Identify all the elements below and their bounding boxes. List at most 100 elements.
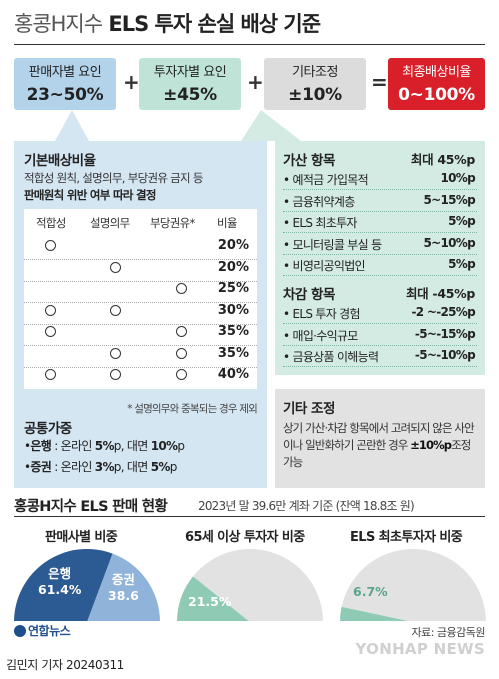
item-label: • ELS 투자 경험 <box>283 307 361 321</box>
basic-heading: 기본배상비율 <box>24 153 96 169</box>
table-row: 20% <box>24 260 257 282</box>
item-label: • 금융취약계층 <box>283 194 355 209</box>
misc-text-part: 상기 가산·차감 항목에서 고려되지 않은 사안이나 일반화하기 곤란한 경우 <box>283 421 475 452</box>
footnote: * 설명의무와 중복되는 경우 제외 <box>127 403 258 415</box>
rate-value: 35% <box>217 324 249 339</box>
title-divider <box>14 44 485 45</box>
circle-mark-icon <box>176 369 187 380</box>
list-item: • ELS 최초투자 5%p <box>283 212 477 233</box>
row-divider <box>24 345 257 346</box>
yonhap-logo: 연합뉴스 <box>14 622 71 639</box>
sub-max: 최대 -45%p <box>405 286 475 301</box>
factor-seller-label: 판매자별 요인 <box>28 65 102 80</box>
circle-mark-icon <box>110 304 121 316</box>
basic-rate-table: 적합성 설명의무 부당권유* 비율 20% 20% 25% 30% 35% 35% 40% <box>24 209 257 389</box>
pie-slice <box>87 553 160 621</box>
callout-pointer <box>55 110 89 141</box>
factor-final: 최종배상비율 0~100% <box>388 58 485 110</box>
circle-mark-icon <box>110 347 121 359</box>
common-text: p, 대면 <box>113 460 151 474</box>
add-max: 최대 45%p <box>410 152 475 167</box>
list-item: • 모니터링콜 부실 등 5~10%p <box>283 234 477 255</box>
rate-value: 20% <box>217 259 249 275</box>
title-main: ELS 투자 손실 배상 기준 <box>102 12 321 36</box>
row-divider <box>24 366 257 368</box>
list-item: • 금융상품 이해능력 -5~-10%p <box>283 346 477 367</box>
rate-value: 25% <box>217 281 249 296</box>
table-row: 20% <box>24 238 257 260</box>
factor-seller-value: 23~50% <box>26 85 104 105</box>
title-prefix: 홍콩H지수 <box>14 12 103 36</box>
circle-mark-icon <box>176 347 187 359</box>
row-divider <box>283 323 477 324</box>
row-divider <box>283 232 477 233</box>
basic-sub2: 판매원칙 위반 여부 따라 결정 <box>24 188 156 202</box>
row-divider <box>283 189 477 190</box>
pie-title-seller: 판매사별 비중 <box>45 530 118 545</box>
table-row: 30% <box>24 303 257 325</box>
item-label: • 모니터링콜 부실 등 <box>283 237 382 252</box>
common-value: 5% <box>94 439 115 453</box>
misc-text-bold: ±10%p <box>410 438 452 452</box>
item-label: • 매입·수익규모 <box>283 328 358 343</box>
misc-text-part: 조정 가능 <box>283 438 471 469</box>
rate-value: 20% <box>217 238 249 253</box>
item-value: 5~10%p <box>423 235 475 250</box>
rate-value: 30% <box>217 302 249 318</box>
common-text: p <box>169 460 178 474</box>
item-value: 5%p <box>448 257 476 271</box>
callout-pointer <box>241 110 301 141</box>
pie-label-value: 38.6 <box>108 588 139 603</box>
investor-factor-panel: 가산 항목 최대 45%p • 예적금 가입목적 10%p • 금융취약계층 5~15… <box>275 141 485 375</box>
item-value: -5~-15%p <box>414 326 476 341</box>
common-heading: 공통가중 <box>24 421 72 437</box>
row-divider <box>24 323 257 325</box>
pie-title-age65: 65세 이상 투자자 비중 <box>185 530 305 545</box>
watermark: YONHAP NEWS <box>355 640 485 658</box>
pie-label-securities: 증권 38.6 <box>108 572 139 604</box>
factor-investor-label: 투자자별 요인 <box>153 65 227 80</box>
circle-mark-icon <box>176 326 187 337</box>
list-item: • 매입·수익규모 -5~-15%p <box>283 325 477 346</box>
common-securities: •증권 : 온라인 3%p, 대면 5%p <box>24 460 178 474</box>
plus-operator: + <box>123 70 140 94</box>
table-header: 설명의무 <box>90 216 130 230</box>
item-label: • 비영리공익법인 <box>283 259 366 273</box>
item-label: • 예적금 가입목적 <box>283 173 369 187</box>
pie-chart-age65 <box>177 549 323 621</box>
list-item: • 예적금 가입목적 10%p <box>283 169 477 190</box>
factor-seller: 판매자별 요인 23~50% <box>14 58 116 110</box>
author-credit: 김민지 기자 20240311 <box>6 658 124 672</box>
item-value: 10%p <box>440 171 475 185</box>
equals-operator: = <box>371 70 388 94</box>
sales-title: 홍콩H지수 ELS 판매 현황 <box>14 499 168 515</box>
misc-panel: 기타 조정 상기 가산·차감 항목에서 고려되지 않은 사안이나 일반화하기 곤… <box>275 389 485 488</box>
common-value: 5% <box>150 460 171 474</box>
factor-final-value: 0~100% <box>398 85 475 105</box>
sales-divider <box>14 516 485 517</box>
factor-misc-value: ±10% <box>288 85 342 105</box>
row-divider <box>283 344 477 346</box>
common-text: : 온라인 <box>51 439 95 453</box>
common-text: : 온라인 <box>51 460 95 474</box>
table-header: 비율 <box>217 216 237 230</box>
table-header: 적합성 <box>36 216 66 230</box>
page-title: 홍콩H지수 ELS 투자 손실 배상 기준 <box>14 8 321 38</box>
row-divider <box>283 210 477 212</box>
table-header: 부당권유* <box>150 216 195 230</box>
rate-value: 35% <box>217 345 249 361</box>
row-divider <box>24 259 257 260</box>
list-item: • 비영리공익법인 5%p <box>283 255 477 276</box>
pie-slice <box>177 576 249 621</box>
item-value: 5%p <box>448 214 476 228</box>
circle-mark-icon <box>45 304 56 316</box>
factor-misc: 기타조정 ±10% <box>264 58 366 110</box>
item-label: • 금융상품 이해능력 <box>283 350 379 364</box>
circle-mark-icon <box>176 283 187 294</box>
pie-label-age65: 21.5% <box>188 594 232 609</box>
common-value: 10% <box>150 439 178 453</box>
pie-label-value: 61.4% <box>38 582 82 597</box>
pie-label-first: 6.7% <box>353 584 388 599</box>
basic-sub1: 적합성 원칙, 설명의무, 부당권유 금지 등 <box>24 171 203 185</box>
